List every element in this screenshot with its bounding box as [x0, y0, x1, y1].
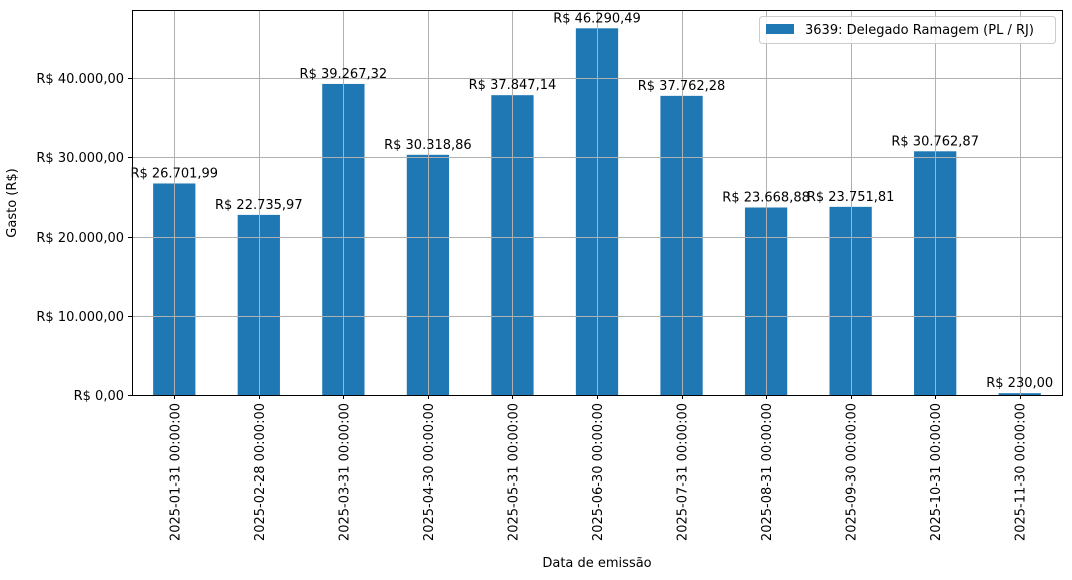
x-tick-label: 2025-01-31 00:00:00: [168, 403, 183, 541]
y-tick-label: R$ 10.000,00: [36, 310, 124, 325]
y-axis-ticks: R$ 0,00 R$ 10.000,00 R$ 20.000,00 R$ 30.000…: [36, 72, 132, 404]
legend-swatch: [766, 24, 794, 34]
bar-value-label: R$ 23.751,81: [807, 190, 895, 205]
x-tick-label: 2025-11-30 00:00:00: [1014, 403, 1029, 541]
x-tick-label: 2025-06-30 00:00:00: [591, 403, 606, 541]
x-tick-label: 2025-04-30 00:00:00: [422, 403, 437, 541]
bar: [829, 206, 872, 395]
bar-value-label: R$ 37.762,28: [638, 79, 726, 94]
x-tick-label: 2025-10-31 00:00:00: [929, 403, 944, 541]
bar: [237, 214, 280, 395]
bar-value-label: R$ 30.762,87: [891, 134, 979, 149]
bar-value-label: R$ 23.668,88: [722, 190, 810, 205]
x-axis-ticks: 2025-01-31 00:00:00 2025-02-28 00:00:00 20…: [168, 395, 1029, 541]
y-tick-label: R$ 40.000,00: [36, 72, 124, 87]
x-tick-label: 2025-03-31 00:00:00: [337, 403, 352, 541]
y-tick-label: R$ 30.000,00: [36, 151, 124, 166]
x-tick-label: 2025-05-31 00:00:00: [506, 403, 521, 541]
bar-value-label: R$ 46.290,49: [553, 11, 641, 26]
bar: [406, 154, 450, 395]
bar-value-label: R$ 37.847,14: [469, 78, 557, 93]
x-tick-label: 2025-07-31 00:00:00: [676, 403, 691, 541]
y-tick-label: R$ 0,00: [74, 389, 124, 404]
legend: 3639: Delegado Ramagem (PL / RJ): [759, 16, 1056, 44]
x-tick-label: 2025-08-31 00:00:00: [760, 403, 775, 541]
y-tick-label: R$ 20.000,00: [36, 231, 124, 246]
x-tick-label: 2025-09-30 00:00:00: [845, 403, 860, 541]
legend-box: [759, 16, 1056, 44]
bar: [998, 393, 1041, 395]
y-axis-label: Gasto (R$): [5, 168, 20, 237]
bar-value-label: R$ 30.318,86: [384, 138, 472, 153]
x-axis-label: Data de emissão: [542, 556, 651, 571]
bar: [660, 95, 703, 395]
bar-value-label: R$ 230,00: [986, 376, 1053, 391]
legend-label: 3639: Delegado Ramagem (PL / RJ): [805, 23, 1034, 38]
x-tick-label: 2025-02-28 00:00:00: [253, 403, 268, 541]
bar-value-label: R$ 39.267,32: [300, 67, 388, 82]
bar-value-label: R$ 26.701,99: [130, 166, 218, 181]
bar-value-label: R$ 22.735,97: [215, 198, 303, 213]
bar-value-labels: R$ 26.701,99 R$ 22.735,97 R$ 39.267,32 R$ 3…: [130, 11, 1053, 391]
